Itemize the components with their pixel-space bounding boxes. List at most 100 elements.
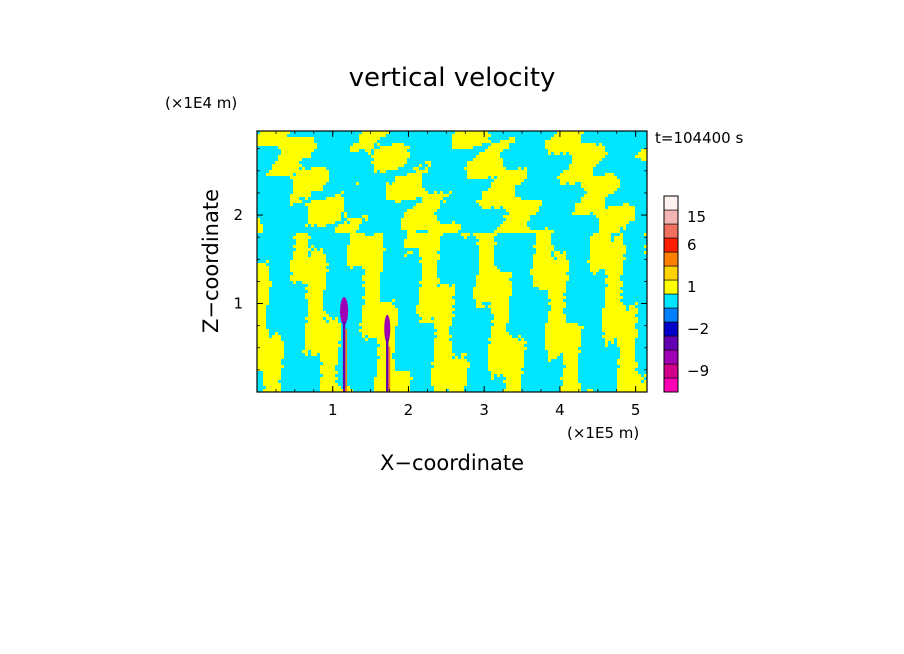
updraft-cell bbox=[473, 296, 509, 299]
updraft-cell bbox=[536, 251, 551, 254]
updraft-cell bbox=[434, 344, 452, 347]
updraft-cell bbox=[311, 245, 314, 248]
updraft-cell bbox=[272, 164, 302, 167]
updraft-cell bbox=[293, 257, 326, 260]
updraft-cell bbox=[623, 227, 626, 230]
updraft-cell bbox=[257, 221, 260, 224]
updraft-cell bbox=[419, 293, 455, 296]
updraft-cell bbox=[617, 380, 641, 383]
updraft-cell bbox=[479, 272, 512, 275]
updraft-cell bbox=[257, 335, 269, 338]
updraft-cell bbox=[365, 269, 383, 272]
updraft-cell bbox=[320, 248, 323, 251]
updraft-cell bbox=[584, 194, 608, 197]
updraft-cell bbox=[605, 341, 608, 344]
updraft-cell bbox=[464, 167, 506, 170]
updraft-cell bbox=[605, 332, 638, 335]
updraft-cell bbox=[581, 197, 605, 200]
updraft-cell bbox=[590, 239, 611, 242]
updraft-cell bbox=[377, 365, 395, 368]
updraft-cell bbox=[464, 236, 467, 239]
updraft-cell bbox=[257, 134, 287, 137]
updraft-cell bbox=[488, 350, 524, 353]
updraft-cell bbox=[563, 356, 578, 359]
updraft-cell bbox=[434, 350, 452, 353]
updraft-cell bbox=[362, 275, 380, 278]
updraft-cell bbox=[587, 389, 593, 392]
updraft-cell bbox=[434, 326, 449, 329]
updraft-cell bbox=[257, 344, 284, 347]
updraft-cell bbox=[404, 245, 440, 248]
updraft-cell bbox=[611, 341, 614, 344]
updraft-cell bbox=[554, 251, 560, 254]
updraft-cell bbox=[362, 332, 395, 335]
updraft-cell bbox=[503, 374, 521, 377]
updraft-cell bbox=[257, 140, 314, 143]
x-tick-label: 5 bbox=[631, 401, 641, 419]
updraft-cell bbox=[434, 365, 470, 368]
updraft-cell bbox=[377, 353, 392, 356]
updraft-cell bbox=[440, 191, 443, 194]
updraft-cell bbox=[368, 335, 395, 338]
updraft-cell bbox=[434, 356, 452, 359]
updraft-cell bbox=[563, 371, 578, 374]
updraft-cell bbox=[584, 188, 617, 191]
y-tick-label: 1 bbox=[233, 295, 243, 313]
updraft-cell bbox=[290, 266, 326, 269]
x-tick-label: 1 bbox=[328, 401, 338, 419]
updraft-cell bbox=[392, 143, 404, 146]
updraft-cell bbox=[452, 140, 491, 143]
updraft-cell bbox=[500, 224, 527, 227]
updraft-cell bbox=[551, 305, 566, 308]
updraft-cell bbox=[419, 320, 452, 323]
colorbar-segment bbox=[663, 279, 679, 295]
updraft-cell bbox=[278, 146, 317, 149]
updraft-cell bbox=[266, 173, 293, 176]
updraft-cell bbox=[548, 311, 563, 314]
updraft-cell bbox=[320, 356, 338, 359]
updraft-cell bbox=[344, 215, 347, 218]
updraft-cell bbox=[629, 308, 638, 311]
updraft-cell bbox=[449, 191, 452, 194]
updraft-cell bbox=[476, 302, 482, 305]
updraft-cell bbox=[593, 272, 596, 275]
updraft-cell bbox=[320, 353, 338, 356]
updraft-cell bbox=[599, 227, 620, 230]
y-unit-label: (×1E4 m) bbox=[165, 94, 237, 112]
updraft-cell bbox=[407, 233, 443, 236]
updraft-cell bbox=[476, 281, 512, 284]
updraft-cell bbox=[479, 239, 494, 242]
colorbar-frame bbox=[663, 195, 679, 393]
updraft-cell bbox=[362, 314, 398, 317]
updraft-cell bbox=[380, 146, 410, 149]
updraft-cell bbox=[386, 188, 425, 191]
updraft-cell bbox=[545, 326, 584, 329]
updraft-cell bbox=[293, 245, 308, 248]
updraft-cell bbox=[644, 251, 647, 254]
updraft-cell bbox=[497, 374, 500, 377]
updraft-cell bbox=[308, 221, 335, 224]
updraft-cell bbox=[377, 143, 380, 146]
updraft-cell bbox=[488, 356, 524, 359]
updraft-cell bbox=[404, 242, 440, 245]
updraft-cell bbox=[416, 305, 452, 308]
updraft-cell bbox=[416, 170, 428, 173]
updraft-cell bbox=[362, 335, 365, 338]
updraft-cell bbox=[545, 338, 581, 341]
updraft-cell bbox=[506, 386, 521, 389]
updraft-cell bbox=[395, 200, 401, 203]
updraft-cell bbox=[491, 182, 521, 185]
updraft-cell bbox=[359, 323, 398, 326]
updraft-cell bbox=[476, 284, 512, 287]
updraft-cell bbox=[494, 206, 500, 209]
updraft-cell bbox=[536, 242, 551, 245]
updraft-cell bbox=[482, 197, 521, 200]
velocity-field bbox=[257, 131, 647, 392]
updraft-cell bbox=[572, 155, 605, 158]
updraft-cell bbox=[548, 350, 581, 353]
updraft-cell bbox=[422, 266, 437, 269]
updraft-cell bbox=[482, 194, 515, 197]
updraft-cell bbox=[575, 209, 635, 212]
updraft-cell bbox=[419, 254, 440, 257]
updraft-cell bbox=[257, 275, 269, 278]
